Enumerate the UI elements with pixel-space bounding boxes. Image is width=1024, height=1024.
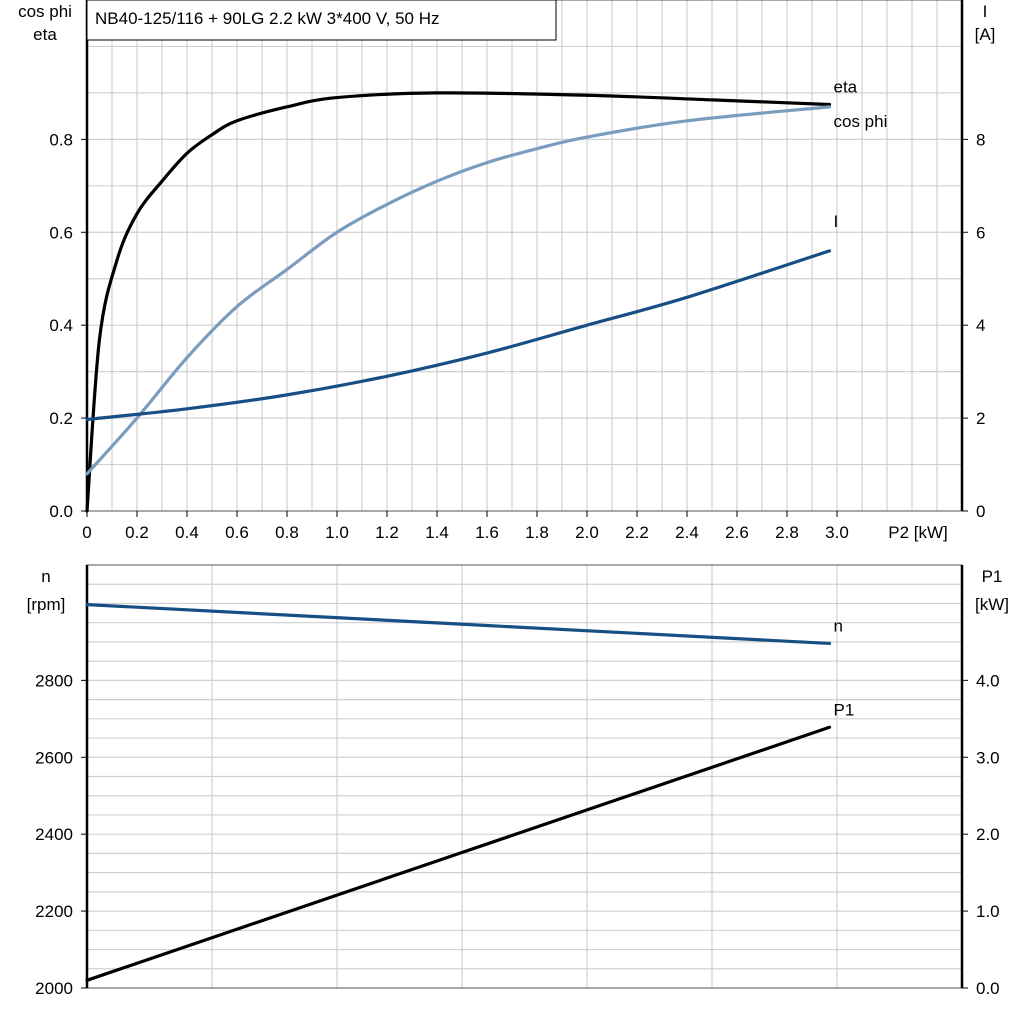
y-tick-label-left: 0.0	[49, 502, 73, 521]
y-tick-label-right: 2	[976, 409, 985, 428]
series-line-n	[85, 603, 832, 646]
x-tick-label: 2.0	[575, 523, 599, 542]
y-axis-label-left: n	[41, 567, 50, 586]
x-axis-label: P2 [kW]	[888, 523, 948, 542]
x-tick-label: 3.0	[825, 523, 849, 542]
y-tick-label-left: 2600	[35, 748, 73, 767]
x-tick-label: 1.8	[525, 523, 549, 542]
series-label-cos-phi: cos phi	[834, 112, 888, 131]
x-tick-label: 0.6	[225, 523, 249, 542]
x-tick-label: 1.2	[375, 523, 399, 542]
chart-title: NB40-125/116 + 90LG 2.2 kW 3*400 V, 50 H…	[95, 9, 439, 28]
y-axis-label-left: cos phi	[18, 2, 72, 21]
y-tick-label-left: 0.8	[49, 130, 73, 149]
y-axis-label-right: P1	[982, 567, 1003, 586]
y-tick-label-right: 8	[976, 130, 985, 149]
series-line-eta	[85, 91, 832, 513]
y-tick-label-left: 2800	[35, 671, 73, 690]
y-axis-label-left: eta	[33, 25, 57, 44]
y-tick-label-right: 1.0	[976, 902, 1000, 921]
plot-frame	[86, 0, 963, 512]
series-label-I: I	[834, 212, 839, 231]
y-tick-label-right: 2.0	[976, 825, 1000, 844]
x-tick-label: 1.0	[325, 523, 349, 542]
x-tick-label: 2.8	[775, 523, 799, 542]
series-line-I	[85, 249, 832, 422]
y-tick-label-left: 2200	[35, 902, 73, 921]
y-tick-label-right: 4	[976, 316, 985, 335]
x-tick-label: 1.4	[425, 523, 449, 542]
x-tick-label: 2.4	[675, 523, 699, 542]
y-tick-label-right: 3.0	[976, 748, 1000, 767]
x-tick-label: 0.4	[175, 523, 199, 542]
x-tick-label: 2.2	[625, 523, 649, 542]
y-tick-label-left: 0.4	[49, 316, 73, 335]
x-tick-label: 2.6	[725, 523, 749, 542]
series-label-eta: eta	[834, 78, 858, 97]
x-tick-label: 0.8	[275, 523, 299, 542]
y-axis-label-left: [rpm]	[27, 595, 66, 614]
y-tick-label-right: 0	[976, 502, 985, 521]
title-box	[86, 0, 557, 41]
y-tick-label-left: 0.2	[49, 409, 73, 428]
x-tick-label: 0.2	[125, 523, 149, 542]
series-line-P1	[85, 725, 832, 982]
series-label-P1: P1	[834, 700, 855, 719]
y-tick-label-left: 2400	[35, 825, 73, 844]
y-axis-label-right: [kW]	[975, 595, 1009, 614]
y-tick-label-left: 0.6	[49, 223, 73, 242]
y-tick-label-right: 0.0	[976, 979, 1000, 998]
x-tick-label: 1.6	[475, 523, 499, 542]
x-tick-label: 0	[82, 523, 91, 542]
y-tick-label-right: 4.0	[976, 671, 1000, 690]
y-axis-label-right: [A]	[975, 25, 996, 44]
y-tick-label-right: 6	[976, 223, 985, 242]
y-tick-label-left: 2000	[35, 979, 73, 998]
series-line-cos-phi	[85, 105, 832, 476]
series-label-n: n	[834, 616, 843, 635]
y-axis-label-right: I	[983, 2, 988, 21]
